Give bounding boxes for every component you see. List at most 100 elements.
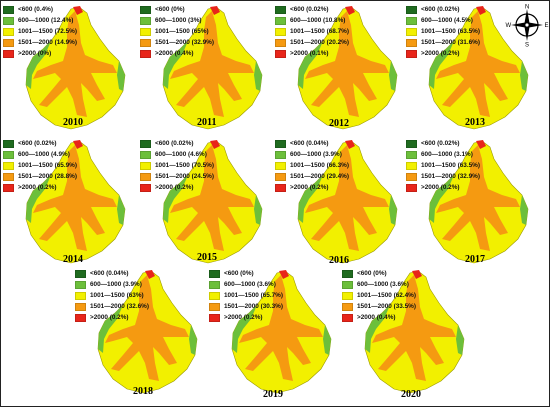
legend-item: 1501—2000 (29.4%) (275, 171, 349, 182)
legend-label: >2000 (0.4%) (357, 314, 396, 321)
watershed-map (428, 6, 529, 130)
legend-item: >2000 (0.2%) (140, 182, 214, 193)
legend-label: <600 (0.02%) (421, 140, 460, 147)
legend-label: 1501—2000 (31.6%) (421, 39, 480, 46)
zone-above-2000 (279, 270, 289, 279)
legend-item: >2000 (0.2%) (406, 182, 480, 193)
zone-1501-2000 (170, 145, 254, 251)
watershed-map (162, 6, 263, 130)
legend-swatch (3, 16, 14, 25)
legend-item: >2000 (0.2%) (3, 182, 77, 193)
year-label: 2012 (329, 118, 349, 129)
legend-item: 1001—1500 (65%) (140, 26, 214, 37)
legend-item: <600 (0.04%) (75, 268, 149, 279)
legend-label: 1501—2000 (28.8%) (18, 173, 77, 180)
legend-label: <600 (0.02%) (421, 6, 460, 13)
legend-item: >2000 (0.1%) (275, 48, 349, 59)
map-panel-2019: <600 (0%) 600—1000 (3.6%) 1001—1500 (65.7%… (207, 267, 341, 397)
north-arrow-compass-icon: N S W E (506, 5, 549, 48)
legend-swatch (75, 280, 86, 289)
legend-item: 1501—2000 (20.2%) (275, 37, 349, 48)
legend-swatch (3, 27, 14, 36)
compass-n-label: N (525, 5, 529, 11)
legend-swatch (140, 16, 151, 25)
watershed-map (231, 270, 332, 394)
legend-item: <600 (0.02%) (406, 4, 480, 15)
watershed-map (162, 140, 263, 264)
legend-swatch (75, 269, 86, 278)
map-panel-2011: <600 (0%) 600—1000 (3%) 1001—1500 (65%) 150… (138, 3, 272, 133)
legend-label: 600—1000 (3%) (155, 17, 202, 24)
legend-label: 600—1000 (3.9%) (90, 281, 142, 288)
legend-label: 1001—1500 (70.5%) (155, 162, 214, 169)
legend-item: >2000 (0%) (3, 48, 77, 59)
legend-label: >2000 (0.2%) (421, 50, 460, 57)
zone-above-2000 (476, 6, 486, 15)
legend-swatch (3, 139, 14, 148)
legend-swatch (140, 49, 151, 58)
zone-1501-2000 (305, 145, 389, 251)
legend-item: 600—1000 (10.8%) (275, 15, 349, 26)
legend-swatch (406, 27, 417, 36)
legend-swatch (275, 172, 286, 181)
legend-label: >2000 (0.2%) (155, 184, 194, 191)
legend-swatch (275, 38, 286, 47)
watershed-map (25, 140, 126, 264)
legend-swatch (275, 150, 286, 159)
legend-label: 1501—2000 (14.9%) (18, 39, 77, 46)
legend-item: 600—1000 (3.9%) (275, 149, 349, 160)
legend-item: 1501—2000 (32.9%) (406, 171, 480, 182)
legend-label: 1501—2000 (29.4%) (290, 173, 349, 180)
legend-label: 1001—1500 (63.5%) (421, 162, 480, 169)
legend-item: 1501—2000 (30.3%) (209, 301, 283, 312)
zone-1501-2000 (436, 145, 520, 251)
zone-1501-2000 (436, 11, 520, 117)
legend-swatch (406, 172, 417, 181)
legend-item: <600 (0%) (209, 268, 283, 279)
legend-swatch (406, 150, 417, 159)
legend-swatch (75, 302, 86, 311)
legend-label: 600—1000 (3.6%) (357, 281, 409, 288)
zone-above-2000 (145, 270, 155, 279)
zone-1501-2000 (239, 275, 323, 381)
watershed-map (297, 140, 398, 264)
legend-label: 1501—2000 (32.9%) (421, 173, 480, 180)
year-label: 2014 (63, 254, 83, 265)
compass-s-label: S (525, 43, 529, 48)
legend-label: 600—1000 (4.5%) (421, 17, 473, 24)
legend-label: >2000 (0.2%) (224, 314, 263, 321)
legend-swatch (342, 302, 353, 311)
legend-swatch (342, 291, 353, 300)
legend-swatch (406, 161, 417, 170)
legend-item: 1001—1500 (62.4%) (342, 290, 416, 301)
legend-label: 600—1000 (3.9%) (290, 151, 342, 158)
zone-above-2000 (412, 270, 422, 279)
zone-above-2000 (345, 140, 355, 149)
zone-above-2000 (73, 6, 83, 15)
legend-label: 1501—2000 (32.9%) (155, 39, 214, 46)
legend-label: >2000 (0.2%) (90, 314, 129, 321)
legend-label: 600—1000 (4.9%) (18, 151, 70, 158)
legend-item: <600 (0.02%) (140, 138, 214, 149)
year-label: 2020 (401, 389, 421, 400)
map-panel-2013: <600 (0.02%) 600—1000 (4.5%) 1001—1500 (63… (404, 3, 538, 133)
legend-item: 1501—2000 (32.9%) (140, 37, 214, 48)
legend-item: <600 (0.02%) (3, 138, 77, 149)
legend-swatch (3, 5, 14, 14)
legend-swatch (140, 150, 151, 159)
year-label: 2019 (263, 389, 283, 400)
legend-swatch (406, 16, 417, 25)
legend-label: 600—1000 (3.1%) (421, 151, 473, 158)
legend-item: 1001—1500 (70.5%) (140, 160, 214, 171)
legend-item: 1001—1500 (63.5%) (406, 26, 480, 37)
legend-label: 1001—1500 (62.4%) (357, 292, 416, 299)
legend-label: >2000 (0.2%) (18, 184, 57, 191)
map-panel-2010: <600 (0.4%) 600—1000 (12.4%) 1001—1500 (72… (1, 3, 135, 133)
legend-label: 1001—1500 (66.3%) (290, 162, 349, 169)
legend-label: 1501—2000 (20.2%) (290, 39, 349, 46)
legend-label: <600 (0.04%) (290, 140, 329, 147)
legend-item: 1001—1500 (68.7%) (275, 26, 349, 37)
legend-label: <600 (0.4%) (18, 6, 53, 13)
map-panel-2014: <600 (0.02%) 600—1000 (4.9%) 1001—1500 (65… (1, 137, 135, 267)
zone-1501-2000 (305, 11, 389, 117)
